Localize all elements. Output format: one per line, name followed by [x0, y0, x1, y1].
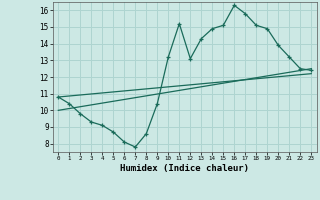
X-axis label: Humidex (Indice chaleur): Humidex (Indice chaleur) — [120, 164, 249, 173]
